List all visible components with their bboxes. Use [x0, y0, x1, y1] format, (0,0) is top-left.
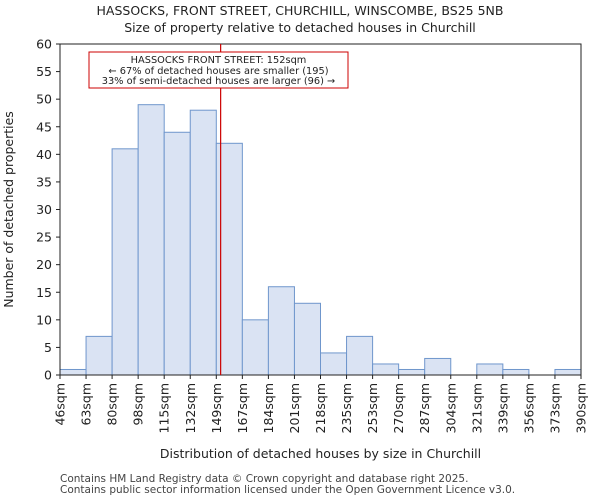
property-annotation: HASSOCKS FRONT STREET: 152sqm ← 67% of d… — [88, 51, 349, 89]
y-tick-label: 35 — [36, 174, 52, 189]
x-axis-label: Distribution of detached houses by size … — [160, 446, 481, 461]
chart-subtitle: Size of property relative to detached ho… — [124, 20, 476, 35]
bar-270sqm — [398, 368, 426, 376]
annotation-box — [88, 51, 349, 89]
x-tick-label: 115sqm — [157, 383, 172, 433]
x-tick-label: 287sqm — [417, 383, 432, 433]
annotation-line-1: HASSOCKS FRONT STREET: 152sqm — [131, 55, 307, 66]
y-axis-label: Number of detached properties — [1, 111, 16, 308]
y-tick-label: 5 — [44, 340, 52, 355]
chart-title: HASSOCKS, FRONT STREET, CHURCHILL, WINSC… — [96, 3, 504, 18]
y-tick-label: 50 — [36, 92, 52, 107]
x-tick-label: 46sqm — [53, 383, 68, 426]
bar-46sqm — [59, 368, 87, 376]
x-tick-label: 80sqm — [105, 383, 120, 426]
bar-98sqm — [137, 104, 165, 376]
bar-167sqm — [241, 319, 269, 376]
x-tick-label: 373sqm — [547, 383, 562, 433]
bars-group — [59, 104, 582, 376]
annotation-line-3: 33% of semi-detached houses are larger (… — [102, 76, 336, 87]
bar-287sqm — [424, 357, 452, 376]
x-tick-label: 356sqm — [521, 383, 536, 433]
bar-339sqm — [502, 368, 530, 376]
x-tick-label: 321sqm — [469, 383, 484, 433]
y-tick-label: 0 — [44, 368, 52, 383]
bar-80sqm — [111, 148, 139, 376]
annotation-line-2: ← 67% of detached houses are smaller (19… — [108, 66, 328, 77]
bar-132sqm — [189, 109, 217, 376]
x-ticks: 46sqm 63sqm 80sqm 98sqm 115sqm 132sqm 149sqm 16… — [53, 375, 589, 433]
y-tick-label: 45 — [36, 119, 52, 134]
x-tick-label: 167sqm — [235, 383, 250, 433]
x-tick-label: 270sqm — [391, 383, 406, 433]
y-tick-label: 60 — [36, 37, 52, 52]
x-tick-label: 304sqm — [443, 383, 458, 433]
bar-115sqm — [163, 131, 191, 376]
bar-218sqm — [320, 352, 348, 376]
y-tick-label: 15 — [36, 285, 52, 300]
bar-63sqm — [85, 335, 113, 376]
x-tick-label: 63sqm — [79, 383, 94, 426]
x-tick-label: 390sqm — [574, 383, 589, 433]
bar-235sqm — [346, 335, 374, 376]
x-tick-label: 201sqm — [287, 383, 302, 433]
bar-184sqm — [267, 286, 295, 376]
y-tick-label: 20 — [36, 257, 52, 272]
y-tick-label: 55 — [36, 64, 52, 79]
x-tick-label: 149sqm — [209, 383, 224, 433]
x-tick-label: 339sqm — [495, 383, 510, 433]
x-tick-label: 253sqm — [365, 383, 380, 433]
bar-253sqm — [372, 363, 400, 376]
x-tick-label: 132sqm — [183, 383, 198, 433]
x-tick-label: 98sqm — [131, 383, 146, 426]
bar-321sqm — [476, 363, 504, 376]
y-tick-label: 40 — [36, 147, 52, 162]
bar-373sqm — [554, 368, 582, 376]
y-tick-label: 10 — [36, 312, 52, 327]
x-tick-label: 184sqm — [261, 383, 276, 433]
y-tick-label: 25 — [36, 230, 52, 245]
x-tick-label: 235sqm — [339, 383, 354, 433]
bar-201sqm — [293, 302, 322, 376]
y-tick-label: 30 — [36, 202, 52, 217]
footer-licence: Contains public sector information licen… — [60, 484, 516, 496]
x-tick-label: 218sqm — [313, 383, 328, 433]
footer-copyright: Contains HM Land Registry data © Crown c… — [60, 473, 469, 485]
y-ticks: 0 5 10 15 20 25 30 35 40 45 50 55 60 — [36, 37, 60, 383]
